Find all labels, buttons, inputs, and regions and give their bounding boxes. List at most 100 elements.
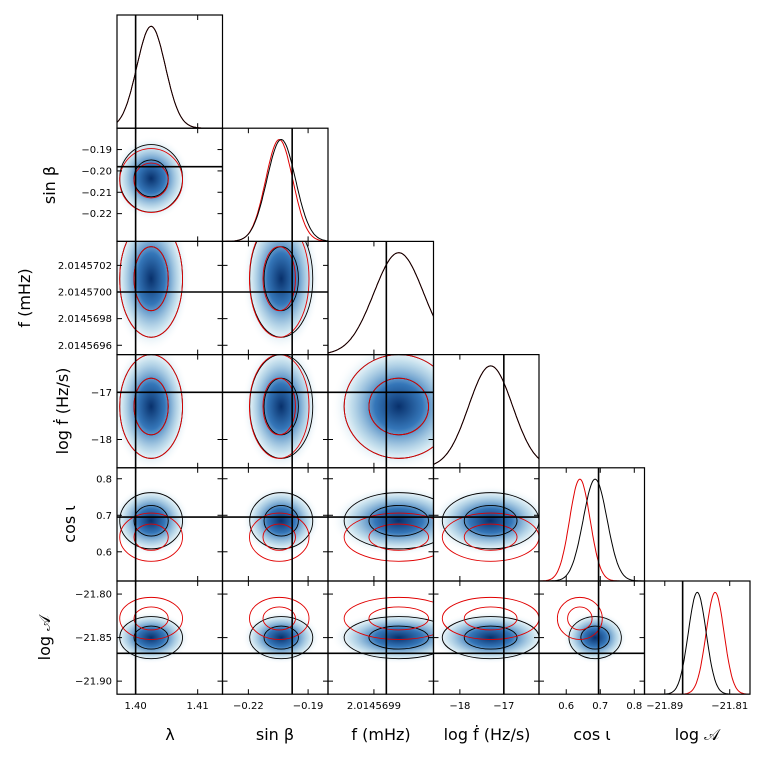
contour-red — [119, 354, 183, 459]
contour-red — [249, 512, 310, 562]
x-label-log-a: log 𝒜 — [675, 725, 721, 744]
panel-frame — [116, 14, 224, 129]
x-tick-label-cos_iota: 0.6 — [558, 701, 574, 712]
labels-layer: λ sin β f (mHz) log ḟ (Hz/s) cos ι log 𝒜… — [15, 166, 721, 744]
y-tick-label-cos_iota: 0.8 — [96, 474, 112, 485]
contour-red — [262, 377, 296, 436]
x-tick-label-cos_iota: 0.7 — [592, 701, 608, 712]
joint-panel-lambda-sin_beta — [117, 128, 223, 242]
marginal-curve-black-log_A — [644, 591, 750, 695]
contour-red — [119, 241, 183, 338]
contour-black — [463, 504, 518, 537]
density-fill — [117, 611, 191, 664]
x-label-sin-beta: sin β — [256, 725, 294, 744]
y-tick-label-f: 2.0145698 — [58, 314, 112, 325]
diagonal-panel-cos_iota — [539, 478, 645, 581]
x-tick-label-sin_beta: −0.19 — [293, 701, 324, 712]
marginal-curve-black-sin_beta — [222, 138, 328, 242]
x-tick-label-log_fdot: −17 — [493, 701, 514, 712]
x-label-f: f (mHz) — [351, 725, 410, 744]
contour-red — [249, 354, 310, 459]
contour-black — [463, 625, 518, 650]
joint-panel-sin_beta-log_A — [222, 581, 328, 695]
diagonal-panel-lambda — [117, 25, 223, 129]
y-tick-label-sin_beta: −0.19 — [81, 145, 112, 156]
joint-panel-log_fdot-log_A — [433, 581, 539, 695]
contour-black — [568, 616, 622, 660]
y-tick-label-sin_beta: −0.21 — [81, 188, 112, 199]
contour-black — [343, 492, 434, 550]
contour-black — [263, 504, 299, 537]
joint-panel-lambda-f — [117, 241, 223, 355]
contour-red — [463, 606, 518, 631]
diagonal-panel-f — [328, 252, 434, 354]
contour-red — [119, 596, 183, 640]
y-label-log-fdot: log ḟ (Hz/s) — [53, 368, 72, 455]
y-tick-label-f: 2.0145700 — [58, 288, 112, 299]
contour-black — [441, 616, 539, 660]
contour-black — [119, 492, 183, 550]
joint-panel-sin_beta-f — [222, 241, 328, 355]
joint-panel-cos_iota-log_A — [539, 581, 645, 695]
contour-red — [262, 246, 296, 312]
contour-black — [580, 625, 610, 650]
x-tick-label-cos_iota: 0.8 — [626, 701, 642, 712]
joint-panel-sin_beta-log_fdot — [222, 354, 328, 468]
contour-red — [441, 596, 539, 640]
y-label-sin-beta: sin β — [40, 166, 59, 204]
x-tick-label-lambda: 1.41 — [187, 701, 209, 712]
density-fill — [241, 611, 321, 664]
x-tick-label-sin_beta: −0.22 — [233, 701, 264, 712]
contour-red — [343, 354, 434, 459]
contour-red — [133, 606, 169, 631]
joint-panel-f-log_A — [328, 581, 434, 695]
y-tick-label-f: 2.0145696 — [58, 341, 112, 352]
y-tick-label-cos_iota: 0.7 — [96, 511, 112, 522]
marginal-curve-black-lambda — [117, 25, 223, 129]
joint-panel-log_fdot-cos_iota — [433, 467, 539, 581]
density-fill — [117, 354, 191, 468]
joint-panel-lambda-log_A — [117, 581, 223, 695]
density-fill — [117, 485, 191, 556]
contour-black — [133, 504, 169, 537]
contour-black — [263, 625, 299, 650]
joint-panel-f-log_fdot — [328, 354, 434, 468]
contour-red — [262, 606, 296, 631]
joint-panel-lambda-log_fdot — [117, 354, 223, 468]
marginal-curve-red-f — [328, 252, 434, 354]
joint-panel-lambda-cos_iota — [117, 467, 223, 581]
contour-black — [249, 492, 314, 550]
x-tick-label-log_A: −21.81 — [711, 701, 748, 712]
density-fill — [117, 241, 191, 352]
x-label-lambda: λ — [165, 725, 174, 744]
contour-red — [249, 596, 310, 640]
marginal-curve-red-lambda — [117, 25, 223, 129]
y-tick-label-log_A: −21.80 — [75, 590, 112, 601]
panel-frame — [538, 467, 646, 582]
density-fill — [330, 354, 434, 468]
contour-red — [368, 377, 429, 436]
joint-panel-sin_beta-cos_iota — [222, 467, 328, 581]
contour-black — [441, 492, 539, 550]
x-tick-label-f: 2.0145699 — [347, 701, 401, 712]
density-fill — [241, 354, 321, 468]
x-label-cos-iota: cos ι — [573, 725, 610, 744]
contour-red — [262, 523, 296, 551]
contour-black — [133, 625, 169, 650]
contour-red — [133, 523, 169, 551]
x-label-log-fdot: log ḟ (Hz/s) — [444, 725, 531, 744]
contour-red — [133, 377, 169, 436]
marginal-curve-red-log_A — [644, 591, 750, 695]
contour-red — [556, 596, 603, 640]
marginal-curve-black-log_fdot — [433, 365, 539, 465]
diagonal-panel-sin_beta — [222, 138, 328, 242]
marginal-curve-red-sin_beta — [222, 139, 328, 242]
y-tick-label-cos_iota: 0.6 — [96, 547, 112, 558]
contour-red — [368, 523, 429, 551]
contour-red — [119, 512, 183, 562]
contour-red — [463, 523, 518, 551]
density-fill — [433, 485, 539, 556]
y-tick-label-log_fdot: −17 — [91, 388, 112, 399]
marginal-curve-black-f — [328, 252, 434, 354]
